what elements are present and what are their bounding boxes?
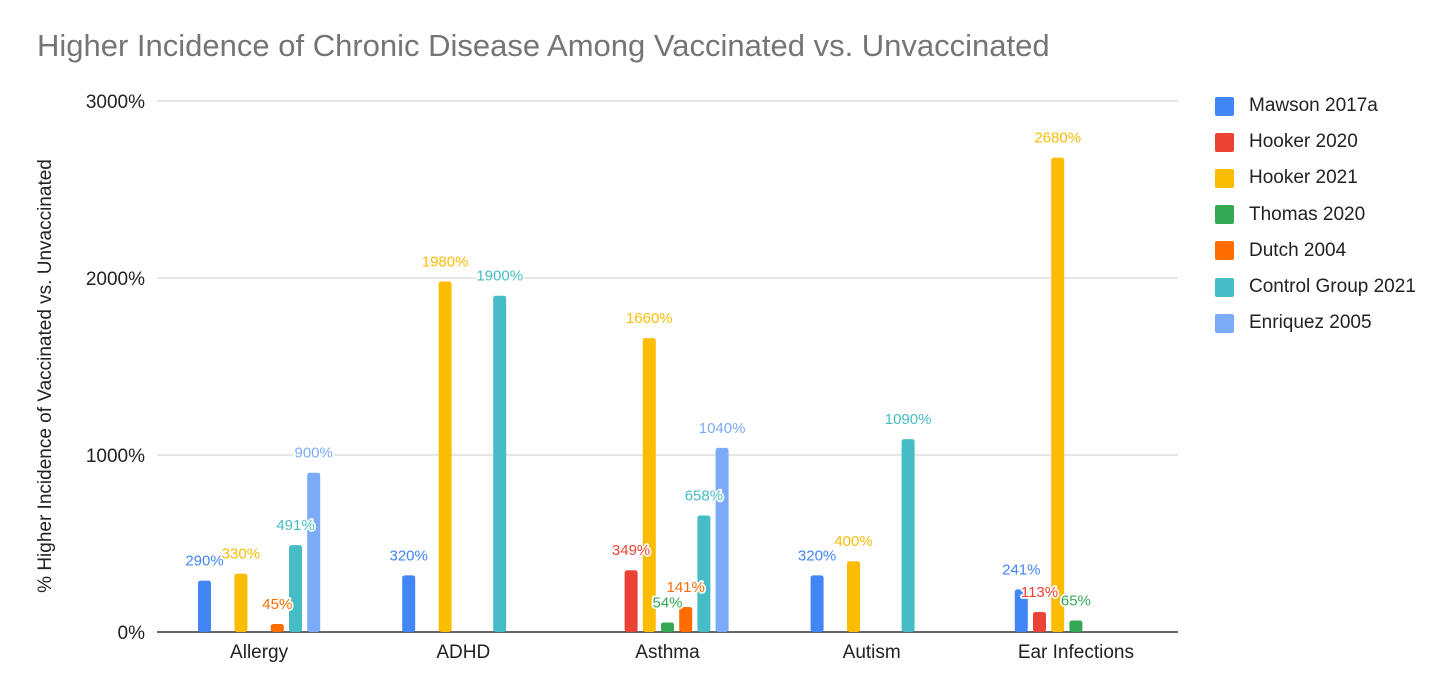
y-tick-label: 1000% xyxy=(86,446,145,467)
y-tick-labels: 0% 1000% 2000% 3000% xyxy=(86,92,145,644)
x-tick-label-adhd: ADHD xyxy=(436,642,490,663)
bar-thomas-2020-asthma xyxy=(661,622,674,632)
data-label-mawson-2017a-adhd: 320% xyxy=(390,547,428,564)
legend-item-thomas-2020: Thomas 2020 xyxy=(1215,197,1416,233)
data-label-mawson-2017a-allergy: 290% xyxy=(185,553,223,570)
x-tick-label-ear-infections: Ear Infections xyxy=(1018,642,1134,663)
legend-label: Mawson 2017a xyxy=(1249,95,1378,117)
bar-control-group-2021-adhd xyxy=(493,295,507,632)
data-label-hooker-2020-asthma: 349% xyxy=(612,542,650,559)
bar-thomas-2020-ear-infections xyxy=(1069,620,1083,632)
bar-enriquez-2005-asthma xyxy=(715,447,729,632)
data-label-dutch-2004-allergy: 45% xyxy=(262,596,292,613)
data-label-hooker-2021-allergy: 330% xyxy=(222,546,260,563)
bar-hooker-2021-adhd xyxy=(438,281,452,632)
bar-hooker-2021-asthma xyxy=(642,338,656,632)
bars xyxy=(198,157,1083,632)
bar-enriquez-2005-allergy xyxy=(307,472,321,632)
data-labels: 290%330% 45% 491% 900% 320% 1980% 1900% 349% 166… xyxy=(184,128,1093,615)
legend-item-control-group-2021: Control Group 2021 xyxy=(1215,269,1416,305)
bar-dutch-2004-asthma xyxy=(679,607,693,632)
legend-swatch xyxy=(1215,277,1234,297)
bar-mawson-2017a-allergy xyxy=(198,580,211,632)
legend-swatch xyxy=(1215,132,1234,152)
bar-hooker-2021-autism xyxy=(847,561,860,632)
y-tick-label: 2000% xyxy=(86,269,145,290)
legend-item-hooker-2021: Hooker 2021 xyxy=(1215,160,1416,196)
bar-mawson-2017a-autism xyxy=(810,575,824,632)
legend-label: Thomas 2020 xyxy=(1249,203,1366,225)
legend-swatch xyxy=(1215,241,1234,261)
data-label-dutch-2004-asthma: 141% xyxy=(667,579,705,596)
x-tick-label-autism: Autism xyxy=(843,642,901,663)
legend-item-mawson-2017a: Mawson 2017a xyxy=(1215,88,1416,124)
data-label-mawson-2017a-ear-infections: 241% xyxy=(1002,561,1040,578)
data-label-control-group-2021-asthma: 658% xyxy=(685,488,723,505)
legend: Mawson 2017a Hooker 2020 Hooker 2021 Thomas… xyxy=(1215,88,1416,341)
legend-swatch xyxy=(1215,313,1234,333)
x-tick-label-allergy: Allergy xyxy=(230,642,289,663)
data-label-control-group-2021-adhd: 1900% xyxy=(476,268,523,285)
data-label-hooker-2021-adhd: 1980% xyxy=(422,254,469,271)
legend-swatch xyxy=(1215,96,1234,116)
bar-hooker-2021-allergy xyxy=(234,573,248,632)
legend-label: Hooker 2020 xyxy=(1249,131,1358,153)
legend-label: Enriquez 2005 xyxy=(1249,312,1372,334)
legend-item-dutch-2004: Dutch 2004 xyxy=(1215,233,1416,269)
legend-label: Dutch 2004 xyxy=(1249,239,1347,261)
bar-hooker-2021-ear-infections xyxy=(1051,157,1065,632)
data-label-enriquez-2005-asthma: 1040% xyxy=(699,420,746,437)
legend-label: Hooker 2021 xyxy=(1249,167,1358,189)
bar-control-group-2021-allergy xyxy=(289,545,302,632)
data-label-control-group-2021-autism: 1090% xyxy=(885,411,932,428)
bar-mawson-2017a-adhd xyxy=(402,575,416,632)
data-label-hooker-2021-autism: 400% xyxy=(834,533,872,550)
y-tick-label: 0% xyxy=(118,623,146,644)
data-label-hooker-2021-asthma: 1660% xyxy=(626,310,673,327)
legend-swatch xyxy=(1215,205,1234,225)
legend-label: Control Group 2021 xyxy=(1249,276,1416,298)
data-label-hooker-2020-ear-infections: 113% xyxy=(1021,584,1058,601)
bar-control-group-2021-asthma xyxy=(697,515,711,632)
bar-hooker-2020-ear-infections xyxy=(1033,611,1046,632)
data-label-thomas-2020-ear-infections: 65% xyxy=(1061,592,1091,609)
legend-swatch xyxy=(1215,168,1234,188)
data-label-control-group-2021-allergy: 491% xyxy=(276,517,314,534)
y-tick-label: 3000% xyxy=(86,92,145,113)
x-tick-label-asthma: Asthma xyxy=(635,642,700,663)
chart-title: Higher Incidence of Chronic Disease Amon… xyxy=(37,28,1050,63)
data-label-hooker-2021-ear-infections: 2680% xyxy=(1034,130,1081,147)
bar-mawson-2017a-ear-infections xyxy=(1014,589,1028,632)
legend-item-enriquez-2005: Enriquez 2005 xyxy=(1215,305,1416,341)
x-tick-labels: Allergy ADHD Asthma Autism Ear Infections xyxy=(230,642,1134,663)
bar-control-group-2021-autism xyxy=(901,439,915,632)
bar-dutch-2004-allergy xyxy=(270,624,284,632)
data-label-thomas-2020-asthma: 54% xyxy=(652,594,682,611)
legend-item-hooker-2020: Hooker 2020 xyxy=(1215,124,1416,160)
data-label-enriquez-2005-allergy: 900% xyxy=(295,445,333,462)
data-label-mawson-2017a-autism: 320% xyxy=(798,547,836,564)
bar-hooker-2020-asthma xyxy=(624,570,638,632)
